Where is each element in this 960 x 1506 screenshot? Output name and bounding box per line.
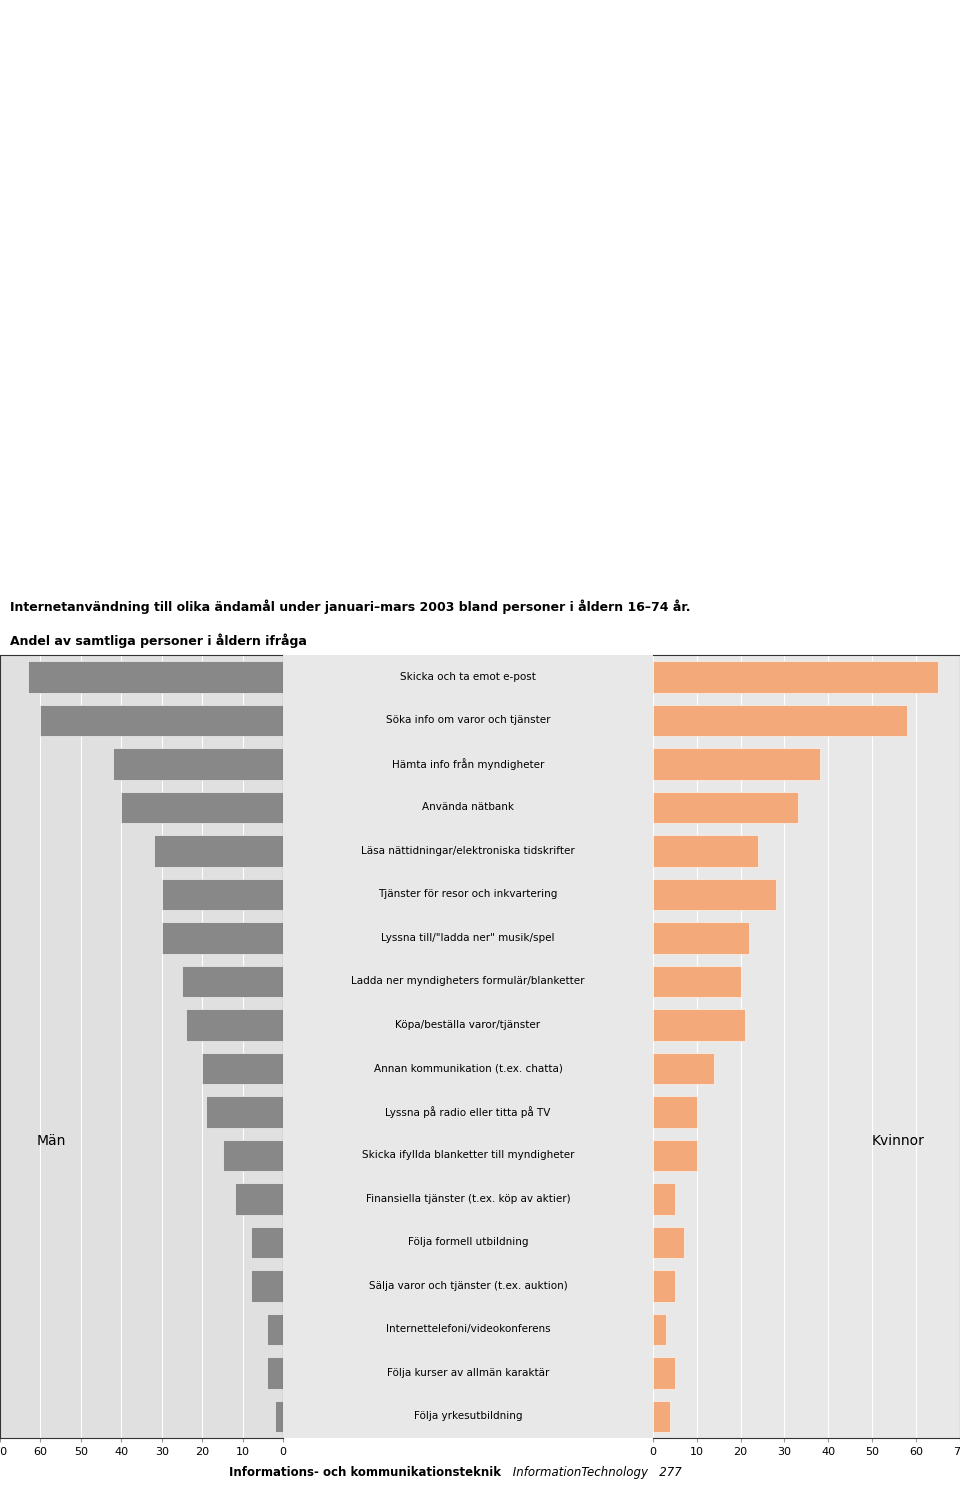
Bar	[40, 705, 283, 736]
Text: InformationTechnology   277: InformationTechnology 277	[509, 1465, 682, 1479]
Bar	[653, 1053, 714, 1084]
Bar	[653, 965, 740, 997]
Bar	[251, 1270, 283, 1301]
Text: Ladda ner myndigheters formulär/blanketter: Ladda ner myndigheters formulär/blankett…	[351, 976, 585, 986]
Bar	[653, 1313, 666, 1345]
Bar	[653, 1184, 675, 1215]
Bar	[29, 661, 283, 693]
Bar	[162, 922, 283, 953]
Text: Internetanvändning till olika ändamål under januari–mars 2003 bland personer i å: Internetanvändning till olika ändamål un…	[10, 599, 690, 614]
Text: Skicka ifyllda blanketter till myndigheter: Skicka ifyllda blanketter till myndighet…	[362, 1151, 574, 1161]
Text: Sälja varor och tjänster (t.ex. auktion): Sälja varor och tjänster (t.ex. auktion)	[369, 1282, 567, 1291]
Text: Hämta info från myndigheter: Hämta info från myndigheter	[392, 758, 544, 770]
Text: Skicka och ta emot e-post: Skicka och ta emot e-post	[400, 672, 536, 682]
Text: Finansiella tjänster (t.ex. köp av aktier): Finansiella tjänster (t.ex. köp av aktie…	[366, 1194, 570, 1203]
Text: Följa kurser av allmän karaktär: Följa kurser av allmän karaktär	[387, 1367, 549, 1378]
Text: Följa formell utbildning: Följa formell utbildning	[408, 1238, 528, 1247]
Text: Annan kommunikation (t.ex. chatta): Annan kommunikation (t.ex. chatta)	[373, 1063, 563, 1074]
Text: Köpa/beställa varor/tjänster: Köpa/beställa varor/tjänster	[396, 1020, 540, 1030]
Text: Män: Män	[36, 1134, 65, 1148]
Bar	[154, 836, 283, 866]
Bar	[653, 705, 907, 736]
Bar	[267, 1313, 283, 1345]
Text: Läsa nättidningar/elektroniska tidskrifter: Läsa nättidningar/elektroniska tidskrift…	[361, 846, 575, 855]
Text: Internettelefoni/videokonferens: Internettelefoni/videokonferens	[386, 1324, 550, 1334]
Bar	[653, 792, 798, 824]
Bar	[186, 1009, 283, 1041]
Text: Använda nätbank: Använda nätbank	[422, 803, 514, 812]
Bar	[653, 1227, 684, 1258]
Bar	[653, 1140, 697, 1172]
Bar	[206, 1096, 283, 1128]
Bar	[234, 1184, 283, 1215]
Text: Kvinnor: Kvinnor	[872, 1134, 925, 1148]
Bar	[653, 661, 938, 693]
Bar	[182, 965, 283, 997]
Bar	[653, 878, 776, 910]
Bar	[267, 1357, 283, 1389]
Text: Lyssna till/"ladda ner" musik/spel: Lyssna till/"ladda ner" musik/spel	[381, 932, 555, 943]
Bar	[653, 1096, 697, 1128]
Bar	[653, 748, 820, 780]
Bar	[203, 1053, 283, 1084]
Bar	[653, 922, 750, 953]
Bar	[121, 792, 283, 824]
Text: Lyssna på radio eller titta på TV: Lyssna på radio eller titta på TV	[385, 1105, 551, 1117]
Text: Följa yrkesutbildning: Följa yrkesutbildning	[414, 1411, 522, 1422]
Bar	[653, 1270, 675, 1301]
Bar	[653, 1009, 745, 1041]
Bar	[653, 836, 758, 866]
Text: Informations- och kommunikationsteknik: Informations- och kommunikationsteknik	[228, 1465, 501, 1479]
Bar	[653, 1401, 670, 1432]
Bar	[162, 878, 283, 910]
Bar	[276, 1401, 283, 1432]
Bar	[113, 748, 283, 780]
Bar	[653, 1357, 675, 1389]
Bar	[223, 1140, 283, 1172]
Text: Tjänster för resor och inkvartering: Tjänster för resor och inkvartering	[378, 890, 558, 899]
Text: Söka info om varor och tjänster: Söka info om varor och tjänster	[386, 715, 550, 726]
Text: Andel av samtliga personer i åldern ifråga: Andel av samtliga personer i åldern ifrå…	[10, 633, 306, 648]
Bar	[251, 1227, 283, 1258]
